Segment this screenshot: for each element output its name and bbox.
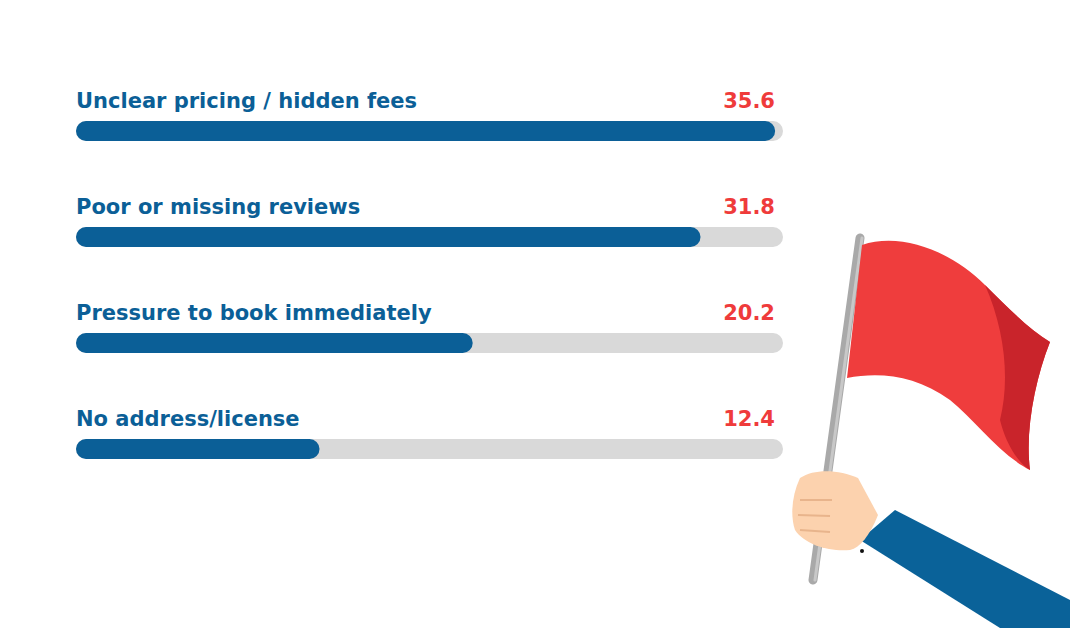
svg-text:Pressure to book immediately: Pressure to book immediately	[76, 301, 432, 325]
svg-text:Poor or missing reviews: Poor or missing reviews	[76, 195, 360, 219]
svg-text:Unclear pricing / hidden fees: Unclear pricing / hidden fees	[76, 89, 417, 113]
svg-text:31.8: 31.8	[723, 195, 775, 219]
svg-text:12.4: 12.4	[723, 407, 775, 431]
svg-text:20.2: 20.2	[723, 301, 775, 325]
svg-text:35.6: 35.6	[723, 89, 775, 113]
svg-text:No address/license: No address/license	[76, 407, 300, 431]
